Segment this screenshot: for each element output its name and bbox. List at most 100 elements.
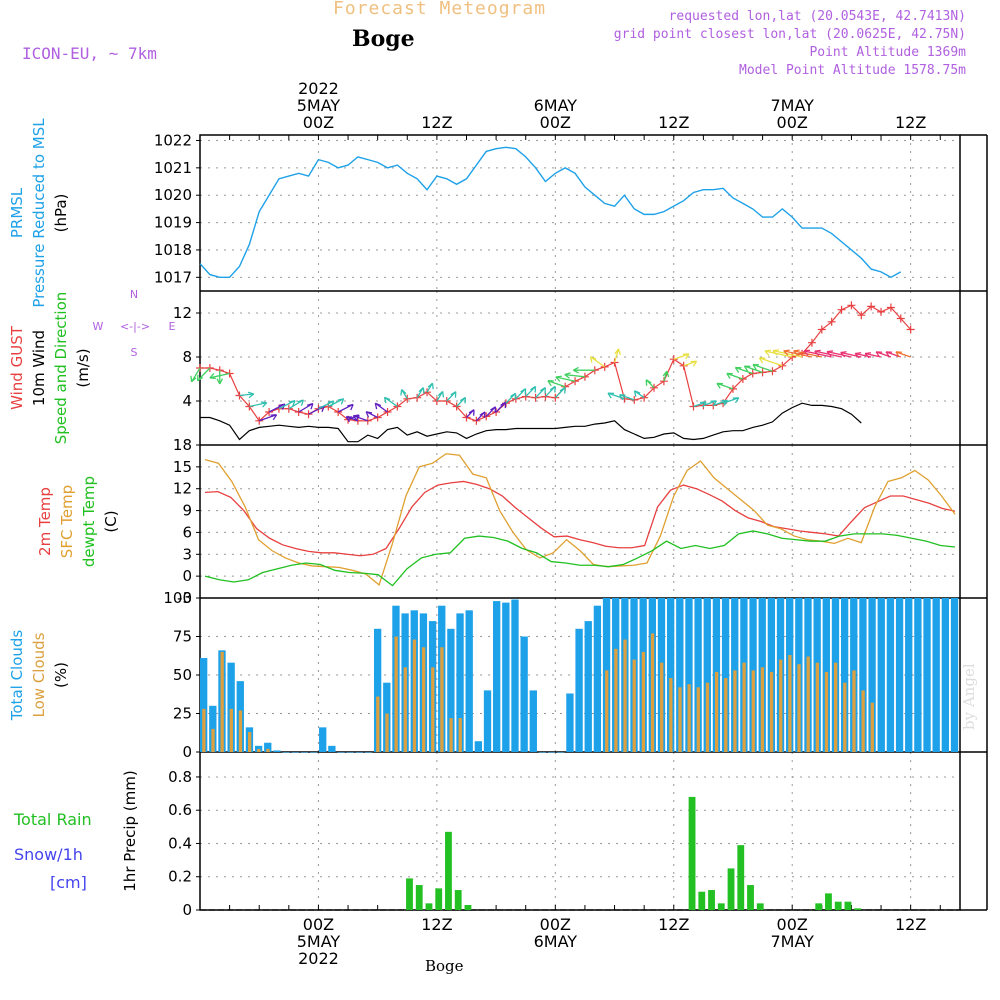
- low-cloud-bar: [614, 648, 618, 752]
- y-tick-label: 1022: [154, 131, 192, 149]
- wind-direction-arrow: [515, 388, 527, 400]
- wind-gust-point: [462, 413, 471, 422]
- grid-point-coords: grid point closest lon,lat (20.0625E, 42…: [613, 27, 966, 42]
- wind-axis-label: Speed and Direction: [52, 292, 70, 445]
- rain-bar: [445, 831, 452, 910]
- low-cloud-bar: [824, 671, 829, 752]
- total-cloud-bar: [886, 598, 895, 752]
- wind-arrow-head: [374, 402, 382, 410]
- wind-arrow-head: [682, 353, 690, 360]
- wind-direction-arrow: [633, 390, 645, 399]
- y-tick-label: 0: [182, 567, 192, 585]
- panel-clouds: 0 25 50 75 100: [163, 589, 960, 761]
- location-title: Boge: [352, 26, 415, 52]
- wind-speed-line: [200, 402, 862, 443]
- wind-arrow-shaft: [613, 348, 620, 363]
- wind-direction-arrow: [475, 411, 486, 422]
- wind-arrow-shaft: [547, 380, 566, 388]
- wind-arrow-shaft: [814, 350, 842, 358]
- panel-wind: 4 8 12: [173, 291, 960, 445]
- wind-direction-arrow: [772, 349, 803, 358]
- rain-bar: [737, 845, 745, 910]
- wind-direction-arrow: [278, 399, 296, 410]
- wind-direction-arrow: [505, 392, 517, 404]
- wind-arrow-shaft: [783, 350, 813, 358]
- total-cloud-bar: [328, 745, 336, 752]
- y-tick-label: 75: [173, 628, 192, 646]
- wind-arrow-head: [427, 382, 434, 390]
- wind-gust-point: [877, 307, 886, 316]
- wind-direction-arrow: [426, 382, 434, 393]
- wind-arrow-shaft: [735, 366, 753, 375]
- total-cloud-bar: [840, 598, 849, 752]
- wind-arrow-head: [479, 411, 486, 418]
- wind-arrow-head: [875, 351, 883, 358]
- low-cloud-bar: [403, 667, 407, 752]
- low-cloud-bar: [705, 682, 710, 752]
- wind-direction-arrow: [239, 391, 255, 399]
- wind-arrow-shaft: [722, 397, 739, 404]
- y-tick-label: 6: [182, 523, 192, 541]
- wind-arrow-head: [690, 360, 698, 367]
- y-tick-label: 0.8: [168, 768, 192, 786]
- wind-arrow-head: [716, 382, 723, 389]
- model-altitude: Model Point Altitude 1578.75m: [739, 63, 966, 78]
- low-cloud-bar: [852, 670, 856, 752]
- wind-arrow-head: [885, 351, 893, 358]
- dewpoint-line: [204, 530, 956, 587]
- y-tick-label: 12: [173, 304, 192, 322]
- low-cloud-bar: [742, 662, 746, 752]
- wind-arrow-head: [306, 402, 314, 410]
- time-label-bottom: 6MAY: [534, 932, 578, 951]
- wind-gust-point: [837, 305, 846, 314]
- wind-arrow-shaft: [726, 372, 744, 380]
- low-cloud-bar: [421, 647, 426, 752]
- wind-direction-arrow: [673, 353, 690, 360]
- time-label-top: 00Z: [777, 113, 808, 132]
- y-tick-label: 0.6: [168, 801, 192, 819]
- total-cloud-bar: [905, 598, 913, 752]
- wind-arrow-head: [840, 351, 847, 358]
- wind-arrow-head: [539, 387, 546, 394]
- wind-arrow-head: [190, 375, 197, 383]
- y-tick-label: 4: [182, 392, 192, 410]
- wind-arrow-head: [437, 390, 445, 398]
- pressure-axis-label: PRMSL: [8, 187, 26, 238]
- total-cloud-bar: [676, 598, 684, 752]
- wind-arrow-shaft: [744, 365, 763, 374]
- wind-direction-arrow: [716, 382, 734, 390]
- wind-gust-point: [906, 325, 915, 334]
- compass-east: E: [169, 320, 176, 333]
- wind-gust-point: [679, 361, 688, 370]
- low-cloud-bar: [733, 670, 737, 752]
- rain-bar: [717, 903, 725, 910]
- low-cloud-bar: [247, 731, 252, 752]
- low-cloud-bar: [806, 656, 810, 752]
- requested-coords: requested lon,lat (20.0543E, 42.7413N): [668, 9, 966, 24]
- wind-direction-arrow: [400, 389, 408, 400]
- wind-arrow-head: [196, 374, 204, 382]
- y-tick-label: 1017: [154, 268, 192, 286]
- wind-arrow-head: [383, 396, 391, 404]
- total-cloud-bar: [502, 602, 510, 752]
- rain-bar: [425, 903, 433, 910]
- time-label-top: 00Z: [303, 113, 334, 132]
- wind-arrow-head: [209, 372, 216, 380]
- panel-pressure: 1017 1018 1019 1020 1021 1022: [154, 131, 960, 291]
- total-cloud-bar: [685, 598, 693, 752]
- low-cloud-bar: [449, 718, 453, 752]
- panel-temperature: -3 0 3 6 9 12 15 18: [173, 436, 960, 607]
- total-cloud-bar: [593, 605, 602, 752]
- clouds-axis-label: Low Clouds: [30, 632, 48, 717]
- wind-gust-point: [640, 393, 649, 402]
- wind-direction-arrow: [209, 372, 230, 380]
- time-label-top: 5MAY: [297, 96, 341, 115]
- low-cloud-bar: [788, 654, 792, 752]
- wind-arrow-shaft: [713, 399, 728, 407]
- wind-gust-point: [896, 314, 905, 323]
- rain-bar: [727, 868, 735, 910]
- total-cloud-bar: [309, 752, 318, 753]
- total-cloud-bar: [950, 598, 959, 752]
- wind-arrow-head: [573, 366, 579, 374]
- temp-axis-label: (C): [102, 510, 120, 532]
